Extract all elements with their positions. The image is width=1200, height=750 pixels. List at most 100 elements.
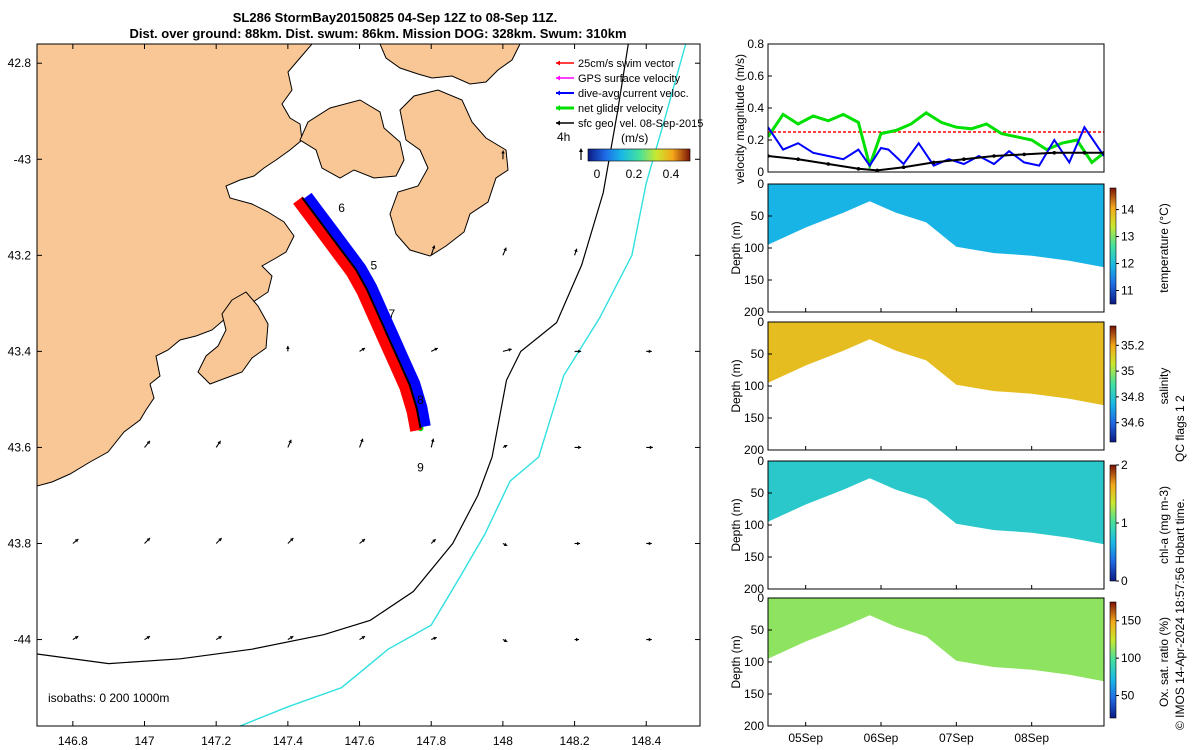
velocity-y-tick-label: 0.4 [747,101,764,115]
oxygen-colorbar-tick-label: 150 [1121,614,1141,628]
salinity-section-fill [768,322,1104,406]
legend-label-dive-avg-current: dive-avg current veloc. [578,88,689,100]
legend-arrowhead-icon [556,120,560,126]
map-x-tick-label: 148 [493,734,513,748]
qc-flags-text: QC flags 1 2 [1173,395,1187,462]
velocity-y-label: velocity magnitude (m/s) [733,54,747,184]
temperature-colorbar-tick-label: 13 [1121,230,1135,244]
oxygen-x-tick-label: 08Sep [1014,731,1049,745]
surface-vector-arrow [430,438,435,448]
legend-4h-label: 4h [557,130,570,144]
surface-vector-arrow [144,440,151,448]
surface-vector-arrow [431,636,437,641]
map-y-tick-label: 43.6 [8,440,32,454]
velocity-panel: 0 0.2 0.4 0.6 0.8 velocity magnitude (m/s) [733,37,1105,184]
velocity-y-tick-label: 0 [757,165,764,179]
oxygen-y-label: Depth (m) [729,635,743,688]
map-x-tick-label: 147.8 [416,734,446,748]
oxygen-y-tick-label: 100 [744,655,764,669]
legend-label-sfc-geo-vel: sfc geo. vel. 08-Sep-2015 [578,118,703,130]
salinity-colorbar [1109,325,1117,443]
temperature-colorbar-label: temperature (°C) [1157,203,1171,293]
oxygen-x-tick-label: 05Sep [788,731,823,745]
map-y-tick-label: -44 [14,633,32,647]
land-tasmania-mainland [37,44,313,487]
salinity-y-tick-label: 100 [744,379,764,393]
map-content: 6 5 7 8 9 [37,44,687,726]
legend-colorbar-unit: (m/s) [621,131,648,145]
surface-vector-arrow [286,345,290,352]
isobath-1000m-line [238,44,687,726]
temperature-section-fill [768,184,1104,268]
salinity-colorbar-tick-label: 34.6 [1121,416,1145,430]
map-x-tick-label: 147.4 [273,734,303,748]
map-x-tick-label: 148.2 [560,734,590,748]
legend-colorbar-tick-02: 0.2 [626,167,643,181]
chla-colorbar-tick-label: 1 [1121,516,1128,530]
surface-vector-arrow [574,248,578,256]
map-frame [36,43,701,727]
track-glider-path [301,197,422,429]
track-label-5: 5 [371,259,378,273]
temperature-colorbar-tick-label: 12 [1121,257,1135,271]
surface-vector-arrow [359,635,366,641]
land-bruny-island [197,291,269,385]
salinity-y-tick-label: 50 [751,347,765,361]
map-x-tick-label: 147 [134,734,154,748]
velocity-sfc-marker [931,160,936,165]
velocity-sfc-marker [901,165,906,169]
temperature-y-tick-label: 50 [751,209,765,223]
velocity-y-tick-label: 0.8 [747,37,764,51]
land-northeast-coast [379,44,521,85]
surface-vector-arrow [215,635,222,641]
velocity-series-layer [768,110,1104,172]
surface-vector-arrow [215,537,223,544]
velocity-series-line [768,125,1104,168]
chla-y-tick-label: 0 [757,454,764,468]
surface-vector-arrow [144,537,151,544]
surface-vector-arrow [574,541,581,546]
footer-copyright-text: © IMOS 14-Apr-2024 18:57:56 Hobart time. [1173,498,1187,730]
track-day-labels: 6 5 7 8 9 [338,201,424,474]
legend-arrowhead-icon [556,75,560,81]
land-tasman-peninsula [389,89,509,257]
salinity-colorbar-tick-label: 35.2 [1121,338,1145,352]
velocity-frame [767,43,1105,173]
surface-vector-arrow [430,538,437,544]
surface-vector-arrow [430,347,439,352]
chla-colorbar [1109,464,1117,582]
legend-arrowhead-icon [556,90,560,96]
surface-vector-arrow [287,537,294,544]
velocity-y-axis: 0 0.2 0.4 0.6 0.8 [747,37,772,179]
oxygen-colorbar-tick-label: 100 [1121,651,1141,665]
map-x-tick-label: 146.8 [58,734,88,748]
oxygen-x-tick-label: 06Sep [864,731,899,745]
temperature-colorbar [1109,187,1117,305]
surface-vector-arrow [144,635,151,641]
temperature-y-tick-label: 150 [744,273,764,287]
legend-arrowhead-icon [556,105,560,111]
oxygen-section-fill [768,598,1104,682]
velocity-y-tick-label: 0.2 [747,133,764,147]
temperature-y-tick-label: 100 [744,241,764,255]
surface-vector-arrow [574,637,579,642]
chla-y-label: Depth (m) [729,498,743,551]
salinity-y-tick-label: 200 [744,443,764,457]
track-current-velocity-swath [303,192,431,428]
salinity-colorbar-label: salinity [1157,368,1171,405]
surface-vector-arrow [359,347,366,352]
chla-y-tick-label: 50 [751,486,765,500]
chla-colorbar-label: chl-a (mg m-3) [1157,486,1171,564]
oxygen-y-tick-label: 200 [744,719,764,733]
velocity-sfc-marker [1022,152,1026,157]
velocity-sfc-marker [962,157,966,161]
surface-vector-arrow [287,635,294,641]
velocity-sfc-marker [856,167,861,171]
track-label-7: 7 [388,307,395,321]
map-y-tick-label: -43 [14,152,32,166]
map-y-tick-label: 43.2 [8,248,32,262]
temperature-y-label: Depth (m) [729,221,743,274]
legend-label-net-glider: net glider velocity [578,103,663,115]
chla-colorbar-tick-label: 0 [1121,574,1128,588]
